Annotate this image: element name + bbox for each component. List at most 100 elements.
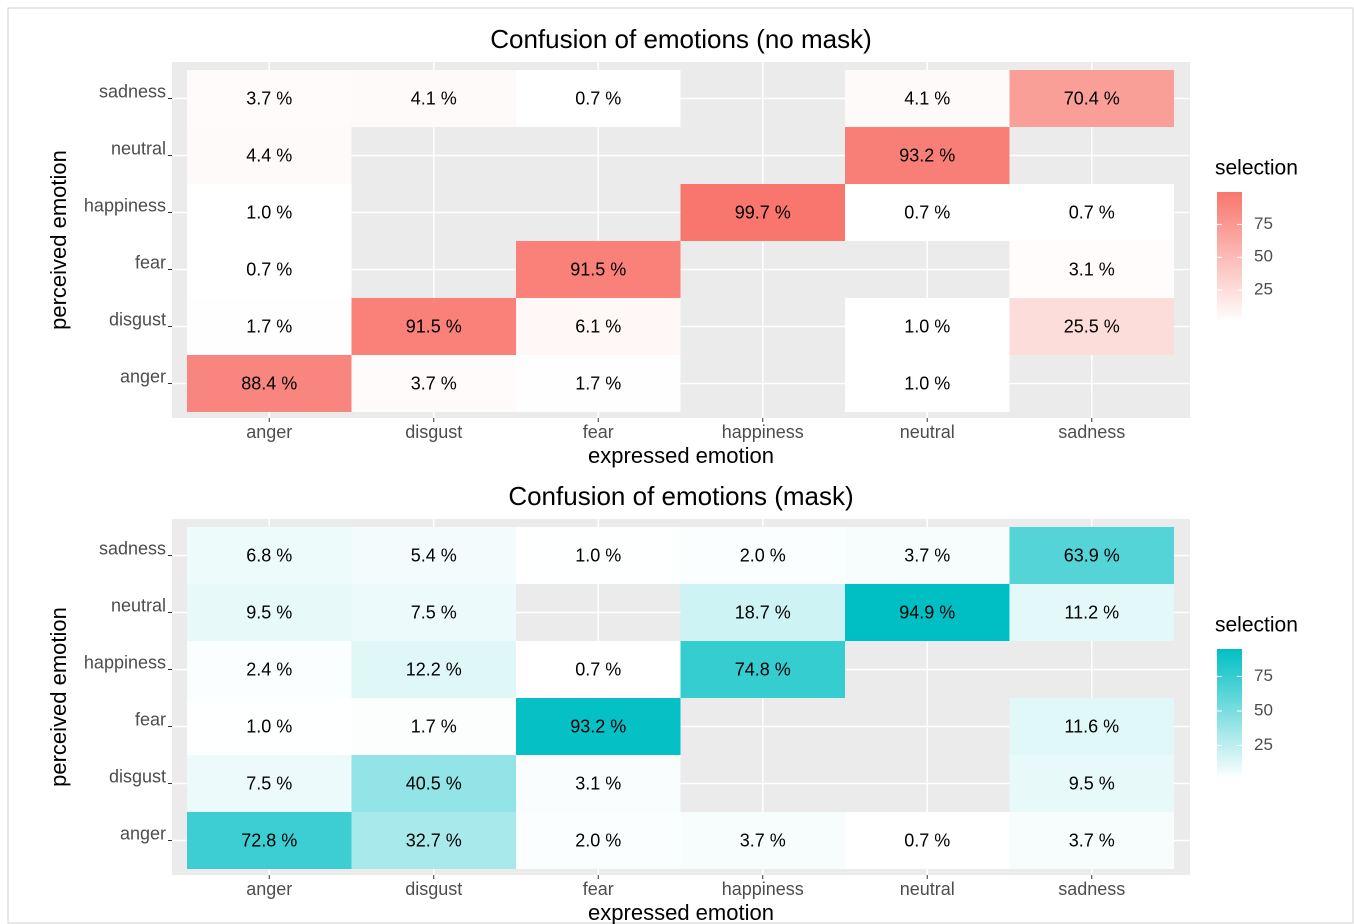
legend-title: selection — [1215, 157, 1298, 180]
value-label: 2.0 % — [740, 545, 786, 565]
heat-cell — [351, 812, 516, 869]
value-label: 1.7 % — [246, 316, 292, 336]
value-label: 0.7 % — [246, 259, 292, 279]
value-label: 0.7 % — [904, 202, 950, 222]
heat-cell — [1009, 184, 1174, 241]
value-label: 3.7 % — [1069, 830, 1115, 850]
value-label: 4.4 % — [246, 145, 292, 165]
value-label: 1.0 % — [246, 202, 292, 222]
y-tick-label: neutral — [111, 138, 166, 158]
heat-cell — [845, 184, 1010, 241]
legend-title: selection — [1215, 614, 1298, 637]
heat-cell — [1009, 527, 1174, 584]
value-label: 11.2 % — [1064, 602, 1119, 622]
value-label: 91.5 % — [406, 316, 462, 336]
heat-cell — [187, 755, 352, 812]
value-label: 93.2 % — [899, 145, 955, 165]
heat-cell — [187, 241, 352, 298]
value-label: 40.5 % — [406, 773, 462, 793]
y-tick-label: neutral — [111, 595, 166, 615]
heat-cell — [1009, 70, 1174, 127]
heat-cell — [680, 584, 845, 641]
value-label: 1.7 % — [411, 716, 457, 736]
heat-cell — [516, 70, 681, 127]
y-axis-label: perceived emotion — [46, 150, 71, 330]
colorbar-tick-label: 75 — [1254, 214, 1273, 233]
x-tick-label: disgust — [405, 879, 462, 899]
value-label: 1.7 % — [575, 373, 621, 393]
value-label: 25.5 % — [1064, 316, 1120, 336]
heat-cell — [187, 641, 352, 698]
heat-cell — [351, 70, 516, 127]
heat-cell — [680, 641, 845, 698]
heat-cell — [516, 812, 681, 869]
heat-cell — [351, 298, 516, 355]
heat-cell — [351, 355, 516, 412]
y-tick-label: sadness — [99, 538, 166, 558]
x-tick-label: happiness — [722, 422, 804, 442]
value-label: 5.4 % — [411, 545, 457, 565]
value-label: 6.8 % — [246, 545, 292, 565]
value-label: 12.2 % — [406, 659, 462, 679]
heat-cell — [351, 527, 516, 584]
colorbar-tick-label: 25 — [1254, 280, 1273, 299]
x-tick-label: neutral — [900, 422, 955, 442]
value-label: 2.0 % — [575, 830, 621, 850]
value-label: 6.1 % — [575, 316, 621, 336]
value-label: 3.1 % — [1069, 259, 1115, 279]
value-label: 11.6 % — [1064, 716, 1119, 736]
value-label: 7.5 % — [411, 602, 457, 622]
y-tick-label: anger — [120, 366, 166, 386]
heat-cell — [516, 298, 681, 355]
heat-cell — [516, 355, 681, 412]
colorbar-tick-label: 50 — [1254, 247, 1273, 266]
value-label: 1.0 % — [904, 316, 950, 336]
y-tick-label: anger — [120, 823, 166, 843]
value-label: 93.2 % — [570, 716, 626, 736]
heat-cell — [845, 355, 1010, 412]
value-label: 1.0 % — [904, 373, 950, 393]
heat-cell — [845, 527, 1010, 584]
value-label: 3.7 % — [411, 373, 457, 393]
x-tick-label: sadness — [1058, 879, 1125, 899]
heat-cell — [845, 70, 1010, 127]
heat-cell — [187, 70, 352, 127]
heat-cell — [1009, 755, 1174, 812]
value-label: 9.5 % — [246, 602, 292, 622]
value-label: 91.5 % — [570, 259, 626, 279]
heat-cell — [187, 698, 352, 755]
heat-cell — [845, 127, 1010, 184]
value-label: 0.7 % — [1069, 202, 1115, 222]
colorbar-tick-label: 25 — [1254, 735, 1273, 754]
value-label: 63.9 % — [1064, 545, 1120, 565]
y-tick-label: fear — [135, 709, 166, 729]
y-tick-label: happiness — [84, 195, 166, 215]
heat-cell — [516, 241, 681, 298]
value-label: 72.8 % — [241, 830, 297, 850]
value-label: 3.1 % — [575, 773, 621, 793]
heat-cell — [187, 812, 352, 869]
heat-cell — [187, 527, 352, 584]
heat-cell — [1009, 298, 1174, 355]
value-label: 4.1 % — [904, 88, 950, 108]
value-label: 7.5 % — [246, 773, 292, 793]
colorbar — [1217, 649, 1242, 779]
heat-cell — [516, 755, 681, 812]
value-label: 1.0 % — [246, 716, 292, 736]
heat-cell — [845, 812, 1010, 869]
value-label: 0.7 % — [575, 659, 621, 679]
value-label: 1.0 % — [575, 545, 621, 565]
value-label: 99.7 % — [735, 202, 791, 222]
y-tick-label: disgust — [109, 766, 166, 786]
heat-cell — [187, 355, 352, 412]
x-tick-label: happiness — [722, 879, 804, 899]
value-label: 9.5 % — [1069, 773, 1115, 793]
heat-cell — [516, 641, 681, 698]
heat-cell — [516, 527, 681, 584]
y-axis-label: perceived emotion — [46, 607, 71, 787]
heat-cell — [1009, 812, 1174, 869]
heat-cell — [187, 584, 352, 641]
heat-cell — [187, 184, 352, 241]
heat-cell — [1009, 698, 1174, 755]
